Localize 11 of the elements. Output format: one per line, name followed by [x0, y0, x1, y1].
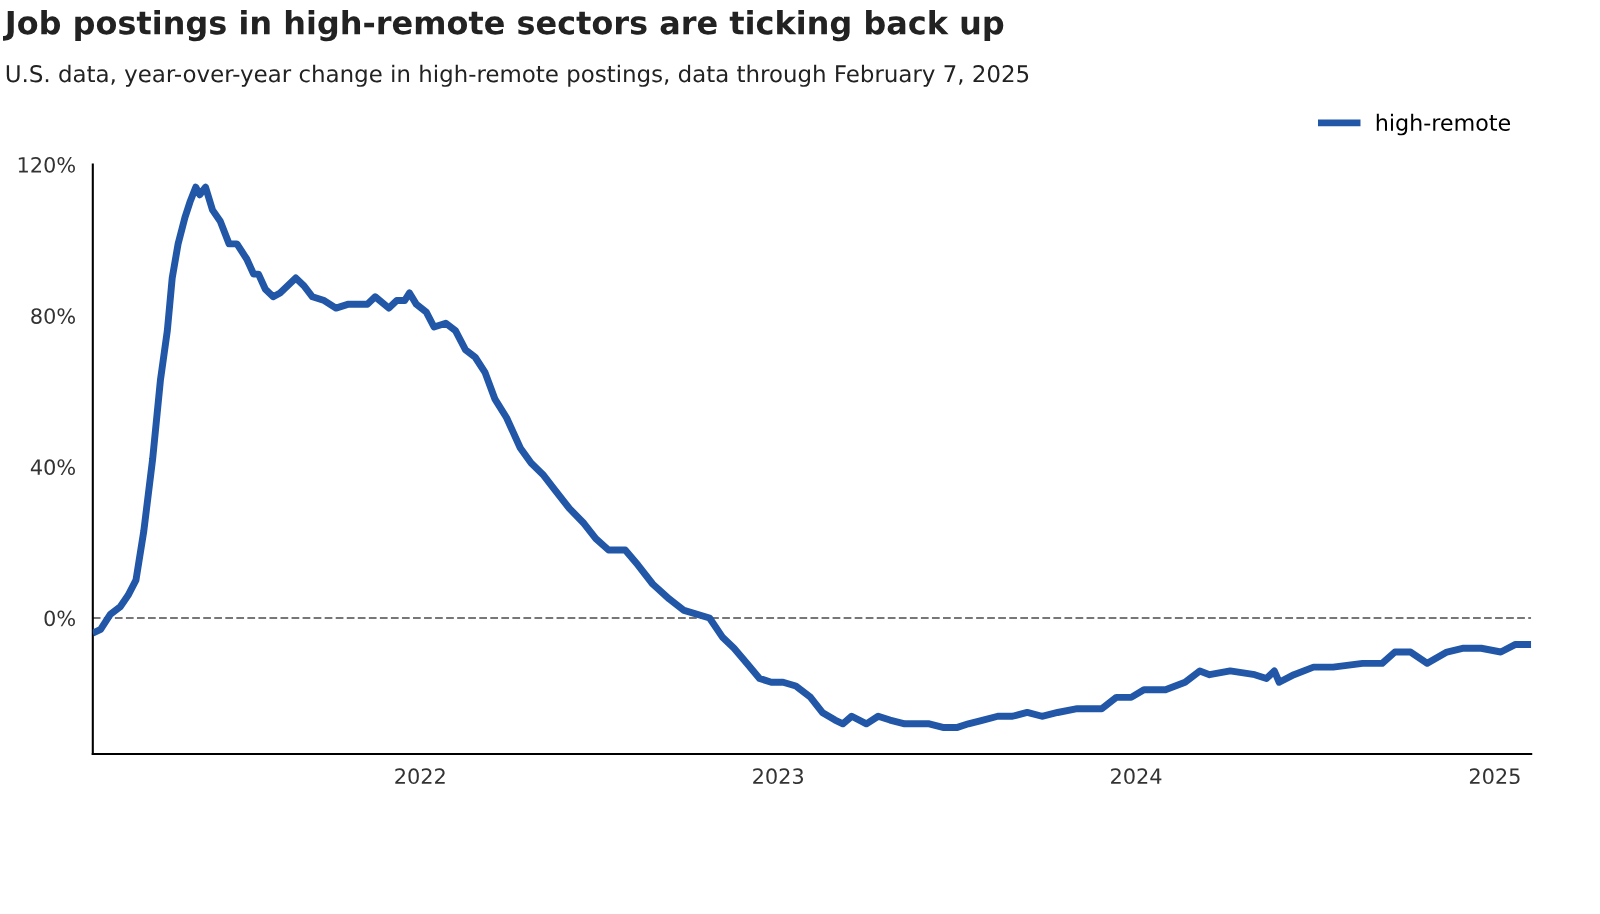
chart-subtitle: U.S. data, year-over-year change in high-remote postings, data through February 7, 2025	[6, 64, 1029, 87]
x-tick-label: 2025	[1469, 768, 1520, 785]
x-tick-label: 2022	[395, 768, 445, 785]
x-tick-label: 2023	[753, 768, 804, 785]
chart-title: Job postings in high-remote sectors are ticking back up	[3, 9, 1004, 42]
y-tick-label: 80%	[31, 308, 75, 324]
y-tick-label: 120%	[18, 156, 75, 173]
y-tick-label: 0%	[44, 610, 75, 627]
x-tick-label: 2024	[1111, 768, 1162, 785]
y-tick-label: 40%	[30, 459, 75, 476]
legend-label: high-remote	[1376, 113, 1511, 136]
